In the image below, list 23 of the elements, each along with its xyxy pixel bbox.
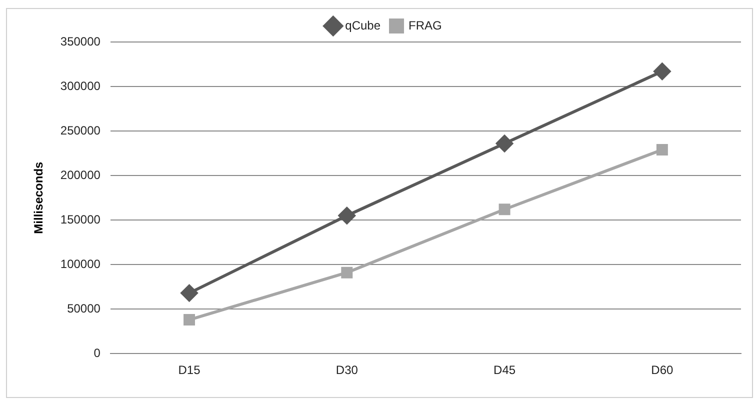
y-tick-label: 200000: [60, 168, 101, 182]
point: [656, 144, 668, 156]
point: [498, 204, 510, 216]
x-tick-label: D60: [651, 363, 674, 378]
y-axis-title: Milliseconds: [32, 161, 46, 234]
y-tick-label: 100000: [60, 256, 101, 271]
legend-label: qCube: [345, 18, 381, 32]
x-tick-label: D45: [494, 363, 516, 378]
y-tick-label: 150000: [60, 212, 101, 226]
y-tick-label: 0: [94, 346, 101, 360]
point: [654, 62, 671, 80]
x-tick-label: D30: [336, 363, 358, 378]
point: [180, 284, 198, 302]
y-tick-label: 350000: [60, 34, 101, 48]
point: [338, 207, 356, 224]
y-tick-label: 300000: [60, 78, 101, 93]
point: [496, 134, 514, 152]
x-tick-label: D15: [178, 363, 201, 378]
point: [184, 314, 196, 326]
point: [341, 266, 353, 278]
legend-label: FRAG: [408, 18, 442, 32]
y-tick-label: 50000: [67, 301, 101, 316]
y-tick-label: 250000: [60, 123, 101, 138]
